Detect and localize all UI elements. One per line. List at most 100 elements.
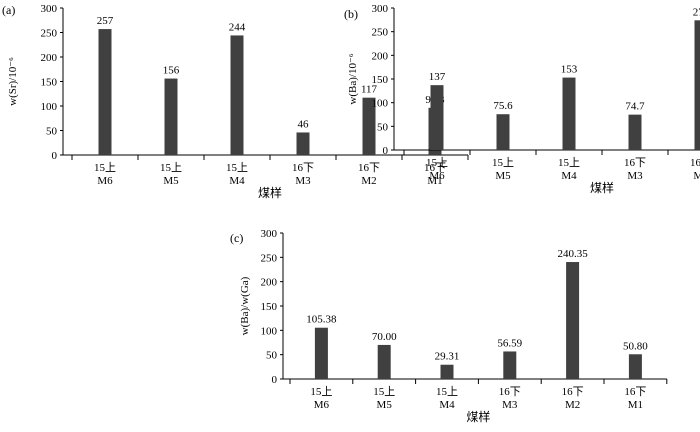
x-tick-label: M4 bbox=[439, 399, 455, 411]
bar bbox=[230, 35, 244, 155]
data-label: 257 bbox=[97, 15, 114, 27]
data-label: 240.35 bbox=[557, 248, 588, 260]
data-label: 75.6 bbox=[493, 100, 513, 112]
data-label: 244 bbox=[229, 21, 246, 33]
panel-label: (c) bbox=[230, 231, 243, 245]
bar bbox=[430, 85, 444, 150]
data-label: 29.31 bbox=[435, 351, 460, 363]
data-label: 274 bbox=[693, 6, 700, 18]
bar bbox=[694, 20, 700, 150]
y-tick-label: 200 bbox=[261, 277, 278, 289]
x-tick-label: 15上 bbox=[436, 385, 458, 398]
x-tick-label: M5 bbox=[377, 399, 393, 411]
y-axis-title: w(Sr)/10⁻⁶ bbox=[7, 57, 19, 106]
x-tick-label: 16下 bbox=[624, 157, 646, 169]
data-label: 117 bbox=[361, 84, 378, 96]
x-tick-label: 15上 bbox=[492, 156, 514, 169]
bar bbox=[164, 78, 178, 155]
y-tick-label: 100 bbox=[261, 325, 278, 337]
y-tick-label: 0 bbox=[272, 374, 278, 386]
x-tick-label: M1 bbox=[628, 399, 643, 411]
x-tick-label: 15上 bbox=[226, 161, 248, 174]
y-tick-label: 250 bbox=[372, 27, 389, 39]
y-tick-label: 0 bbox=[383, 145, 389, 157]
y-tick-label: 150 bbox=[372, 74, 389, 86]
y-tick-label: 250 bbox=[41, 28, 58, 40]
chart-panel-a: (a)050100150200250300w(Sr)/10⁻⁶25715上M61… bbox=[2, 3, 469, 200]
x-tick-label: M6 bbox=[429, 170, 445, 182]
x-tick-label: 16下 bbox=[690, 157, 700, 169]
y-tick-label: 0 bbox=[52, 150, 58, 162]
bar bbox=[98, 29, 112, 155]
x-tick-label: M6 bbox=[314, 399, 330, 411]
bar bbox=[562, 77, 576, 150]
y-axis-title: w(Ba)/10⁻⁶ bbox=[347, 53, 359, 104]
x-tick-label: M5 bbox=[163, 175, 179, 187]
x-tick-label: 15上 bbox=[373, 385, 395, 398]
data-label: 74.7 bbox=[625, 101, 645, 113]
y-tick-label: 50 bbox=[46, 126, 58, 138]
bar bbox=[377, 344, 391, 379]
y-tick-label: 300 bbox=[261, 228, 278, 240]
y-tick-label: 150 bbox=[261, 301, 278, 313]
x-tick-label: M4 bbox=[561, 170, 577, 182]
x-tick-label: 15上 bbox=[426, 156, 448, 169]
x-tick-label: M2 bbox=[693, 170, 700, 182]
x-tick-label: M6 bbox=[97, 175, 113, 187]
bar bbox=[496, 114, 510, 150]
bar bbox=[440, 364, 454, 379]
x-tick-label: M3 bbox=[627, 170, 643, 182]
x-tick-label: 16下 bbox=[624, 386, 646, 398]
bar bbox=[503, 351, 517, 379]
data-label: 153 bbox=[561, 64, 578, 76]
x-tick-label: 15上 bbox=[160, 161, 182, 174]
x-tick-label: 15上 bbox=[310, 385, 332, 398]
data-label: 137 bbox=[429, 71, 446, 83]
bar bbox=[628, 114, 642, 150]
bar bbox=[296, 132, 310, 155]
x-tick-label: M5 bbox=[495, 170, 511, 182]
data-label: 56.59 bbox=[497, 337, 522, 349]
x-axis-title: 煤样 bbox=[590, 180, 614, 195]
panel-label: (b) bbox=[344, 7, 358, 21]
panel-label: (a) bbox=[2, 3, 15, 17]
y-tick-label: 100 bbox=[41, 101, 58, 113]
bar bbox=[314, 327, 328, 379]
data-label: 105.38 bbox=[306, 314, 337, 326]
y-tick-label: 300 bbox=[372, 3, 389, 15]
data-label: 156 bbox=[163, 65, 180, 77]
data-label: 46 bbox=[298, 118, 310, 130]
x-tick-label: 16下 bbox=[562, 386, 584, 398]
y-tick-label: 50 bbox=[377, 121, 389, 133]
y-tick-label: 200 bbox=[41, 52, 58, 64]
y-tick-label: 300 bbox=[41, 3, 58, 15]
y-tick-label: 150 bbox=[41, 77, 58, 89]
x-tick-label: 16下 bbox=[424, 162, 446, 174]
chart-panel-c: (c) 0 50 100 150 200 250 300 w(Ba)/w(Ga) 105.38 15… bbox=[230, 228, 668, 424]
bar bbox=[362, 97, 376, 155]
data-label: 70.00 bbox=[372, 331, 397, 343]
data-label: 50.80 bbox=[623, 340, 648, 352]
x-tick-label: 16下 bbox=[358, 162, 380, 174]
y-tick-label: 200 bbox=[372, 50, 389, 62]
x-tick-label: M2 bbox=[361, 175, 376, 187]
bar bbox=[628, 354, 642, 379]
x-tick-label: M2 bbox=[565, 399, 580, 411]
bar bbox=[566, 262, 580, 379]
x-tick-label: 15上 bbox=[558, 156, 580, 169]
x-tick-label: 15上 bbox=[94, 161, 116, 174]
x-tick-label: 16下 bbox=[499, 386, 521, 398]
x-axis-title: 煤样 bbox=[258, 185, 282, 200]
y-tick-label: 100 bbox=[372, 98, 389, 110]
y-tick-label: 50 bbox=[266, 350, 278, 362]
x-axis-title: 煤样 bbox=[466, 409, 490, 424]
x-tick-label: M3 bbox=[295, 175, 311, 187]
y-axis-title: w(Ba)/w(Ga) bbox=[239, 276, 251, 335]
x-tick-label: 16下 bbox=[292, 162, 314, 174]
y-tick-label: 250 bbox=[261, 252, 278, 264]
x-tick-label: M3 bbox=[502, 399, 518, 411]
x-tick-label: M1 bbox=[427, 175, 442, 187]
x-tick-label: M4 bbox=[229, 175, 245, 187]
